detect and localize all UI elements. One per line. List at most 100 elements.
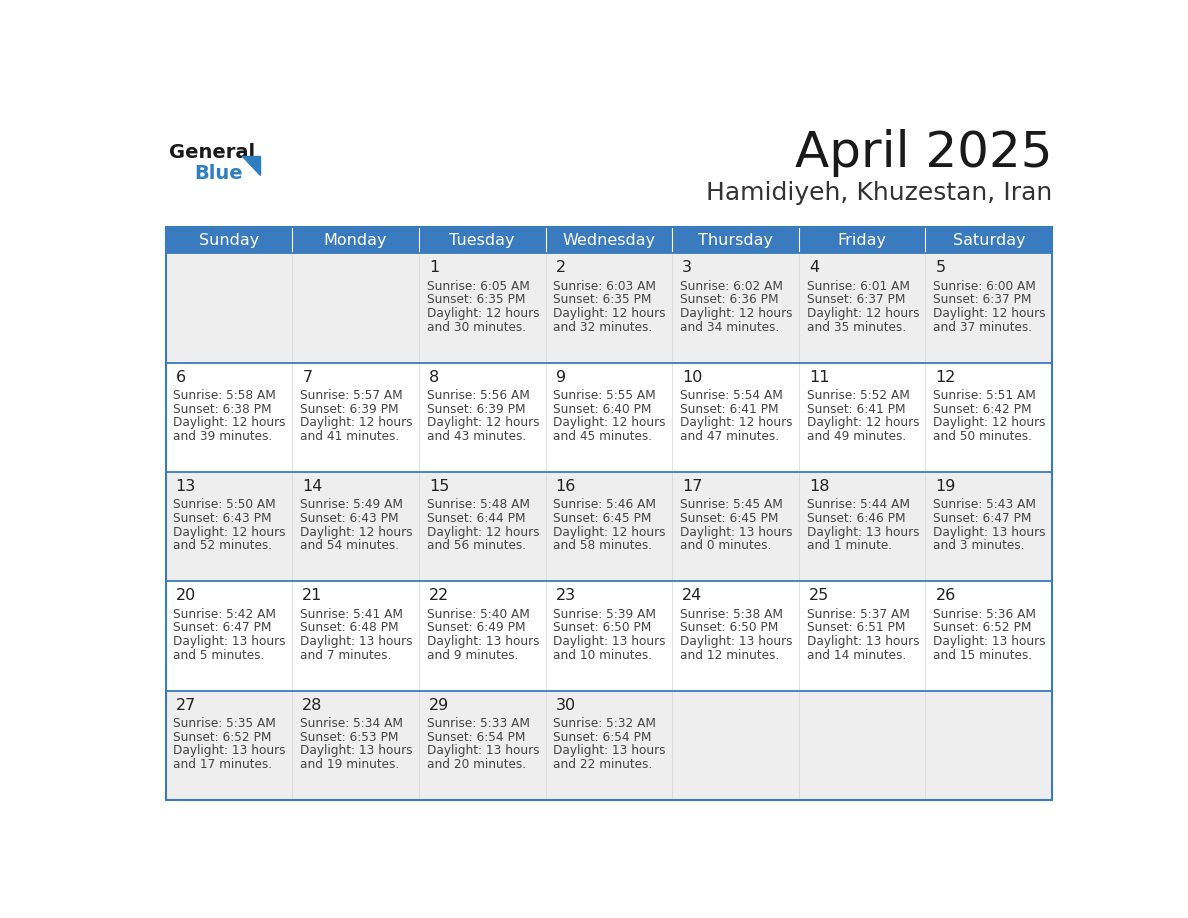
Text: and 3 minutes.: and 3 minutes. xyxy=(934,540,1024,553)
Text: and 17 minutes.: and 17 minutes. xyxy=(173,758,272,771)
Text: Daylight: 13 hours: Daylight: 13 hours xyxy=(173,744,286,757)
Text: Sunset: 6:43 PM: Sunset: 6:43 PM xyxy=(173,512,272,525)
Text: 13: 13 xyxy=(176,479,196,494)
Text: 6: 6 xyxy=(176,370,185,385)
Text: Sunset: 6:45 PM: Sunset: 6:45 PM xyxy=(680,512,778,525)
Text: and 45 minutes.: and 45 minutes. xyxy=(554,430,652,443)
Bar xyxy=(292,227,419,253)
Bar xyxy=(165,253,1053,363)
Text: Daylight: 13 hours: Daylight: 13 hours xyxy=(680,635,792,648)
Text: 9: 9 xyxy=(556,370,565,385)
Text: Daylight: 12 hours: Daylight: 12 hours xyxy=(173,416,286,430)
Text: 12: 12 xyxy=(936,370,956,385)
Text: Sunrise: 5:56 AM: Sunrise: 5:56 AM xyxy=(426,389,530,402)
Text: Sunrise: 6:05 AM: Sunrise: 6:05 AM xyxy=(426,280,530,293)
Text: Sunrise: 5:45 AM: Sunrise: 5:45 AM xyxy=(680,498,783,511)
Text: Blue: Blue xyxy=(194,164,242,184)
Text: and 52 minutes.: and 52 minutes. xyxy=(173,540,272,553)
Text: Sunrise: 5:48 AM: Sunrise: 5:48 AM xyxy=(426,498,530,511)
Text: and 50 minutes.: and 50 minutes. xyxy=(934,430,1032,443)
Text: Sunrise: 5:37 AM: Sunrise: 5:37 AM xyxy=(807,608,909,621)
Text: Daylight: 13 hours: Daylight: 13 hours xyxy=(426,744,539,757)
Text: Daylight: 12 hours: Daylight: 12 hours xyxy=(299,416,412,430)
Text: Friday: Friday xyxy=(838,233,886,248)
Text: 18: 18 xyxy=(809,479,829,494)
Text: Daylight: 12 hours: Daylight: 12 hours xyxy=(934,307,1045,320)
Text: 25: 25 xyxy=(809,588,829,603)
Text: and 41 minutes.: and 41 minutes. xyxy=(299,430,399,443)
Text: and 14 minutes.: and 14 minutes. xyxy=(807,649,905,662)
Text: Sunrise: 6:02 AM: Sunrise: 6:02 AM xyxy=(680,280,783,293)
Text: Sunset: 6:43 PM: Sunset: 6:43 PM xyxy=(299,512,398,525)
Text: 14: 14 xyxy=(302,479,323,494)
Text: 16: 16 xyxy=(556,479,576,494)
Text: Sunset: 6:40 PM: Sunset: 6:40 PM xyxy=(554,403,652,416)
Bar xyxy=(165,472,1053,581)
Text: 22: 22 xyxy=(429,588,449,603)
Bar xyxy=(165,581,1053,690)
Text: Sunrise: 6:00 AM: Sunrise: 6:00 AM xyxy=(934,280,1036,293)
Text: 2: 2 xyxy=(556,261,565,275)
Text: and 32 minutes.: and 32 minutes. xyxy=(554,320,652,333)
Text: April 2025: April 2025 xyxy=(795,129,1053,177)
Text: Sunset: 6:39 PM: Sunset: 6:39 PM xyxy=(299,403,398,416)
Text: Sunrise: 5:51 AM: Sunrise: 5:51 AM xyxy=(934,389,1036,402)
Text: Daylight: 12 hours: Daylight: 12 hours xyxy=(299,526,412,539)
Text: Saturday: Saturday xyxy=(953,233,1025,248)
Text: and 19 minutes.: and 19 minutes. xyxy=(299,758,399,771)
Text: 8: 8 xyxy=(429,370,440,385)
Text: Sunrise: 5:38 AM: Sunrise: 5:38 AM xyxy=(680,608,783,621)
Text: Sunset: 6:48 PM: Sunset: 6:48 PM xyxy=(299,621,398,634)
Bar xyxy=(925,227,1053,253)
Bar xyxy=(165,227,1053,800)
Text: Sunset: 6:47 PM: Sunset: 6:47 PM xyxy=(934,512,1031,525)
Text: Daylight: 13 hours: Daylight: 13 hours xyxy=(934,526,1045,539)
Text: 7: 7 xyxy=(302,370,312,385)
Polygon shape xyxy=(241,156,260,174)
Text: Sunset: 6:35 PM: Sunset: 6:35 PM xyxy=(554,293,652,307)
Text: Sunset: 6:50 PM: Sunset: 6:50 PM xyxy=(680,621,778,634)
Text: Sunrise: 5:58 AM: Sunrise: 5:58 AM xyxy=(173,389,276,402)
Text: Daylight: 13 hours: Daylight: 13 hours xyxy=(554,635,665,648)
Text: Daylight: 12 hours: Daylight: 12 hours xyxy=(680,416,792,430)
Text: and 37 minutes.: and 37 minutes. xyxy=(934,320,1032,333)
Text: Sunrise: 6:03 AM: Sunrise: 6:03 AM xyxy=(554,280,656,293)
Text: Sunset: 6:39 PM: Sunset: 6:39 PM xyxy=(426,403,525,416)
Text: 23: 23 xyxy=(556,588,576,603)
Text: and 7 minutes.: and 7 minutes. xyxy=(299,649,391,662)
Text: Daylight: 12 hours: Daylight: 12 hours xyxy=(426,526,539,539)
Text: and 20 minutes.: and 20 minutes. xyxy=(426,758,525,771)
Text: 21: 21 xyxy=(302,588,323,603)
Text: Sunrise: 5:46 AM: Sunrise: 5:46 AM xyxy=(554,498,656,511)
Text: and 12 minutes.: and 12 minutes. xyxy=(680,649,779,662)
Text: Daylight: 13 hours: Daylight: 13 hours xyxy=(680,526,792,539)
Bar xyxy=(419,227,545,253)
Bar xyxy=(798,227,925,253)
Text: Sunset: 6:36 PM: Sunset: 6:36 PM xyxy=(680,293,778,307)
Text: Sunrise: 5:39 AM: Sunrise: 5:39 AM xyxy=(554,608,656,621)
Text: Daylight: 12 hours: Daylight: 12 hours xyxy=(680,307,792,320)
Text: Hamidiyeh, Khuzestan, Iran: Hamidiyeh, Khuzestan, Iran xyxy=(706,181,1053,205)
Text: Daylight: 12 hours: Daylight: 12 hours xyxy=(934,416,1045,430)
Text: Sunrise: 5:44 AM: Sunrise: 5:44 AM xyxy=(807,498,910,511)
Text: Daylight: 13 hours: Daylight: 13 hours xyxy=(554,744,665,757)
Text: Sunrise: 5:40 AM: Sunrise: 5:40 AM xyxy=(426,608,530,621)
Text: Daylight: 12 hours: Daylight: 12 hours xyxy=(426,307,539,320)
Text: and 56 minutes.: and 56 minutes. xyxy=(426,540,525,553)
Text: Sunrise: 5:52 AM: Sunrise: 5:52 AM xyxy=(807,389,909,402)
Text: Daylight: 13 hours: Daylight: 13 hours xyxy=(426,635,539,648)
Text: and 34 minutes.: and 34 minutes. xyxy=(680,320,779,333)
Text: Sunset: 6:47 PM: Sunset: 6:47 PM xyxy=(173,621,272,634)
Text: Daylight: 12 hours: Daylight: 12 hours xyxy=(807,416,920,430)
Text: and 49 minutes.: and 49 minutes. xyxy=(807,430,905,443)
Text: Daylight: 12 hours: Daylight: 12 hours xyxy=(807,307,920,320)
Text: and 54 minutes.: and 54 minutes. xyxy=(299,540,399,553)
Text: Sunset: 6:38 PM: Sunset: 6:38 PM xyxy=(173,403,272,416)
Text: 24: 24 xyxy=(682,588,702,603)
Text: and 39 minutes.: and 39 minutes. xyxy=(173,430,272,443)
Text: Daylight: 13 hours: Daylight: 13 hours xyxy=(807,635,920,648)
Text: Sunrise: 5:54 AM: Sunrise: 5:54 AM xyxy=(680,389,783,402)
Text: 10: 10 xyxy=(682,370,702,385)
Text: Sunset: 6:53 PM: Sunset: 6:53 PM xyxy=(299,731,398,744)
Text: 29: 29 xyxy=(429,698,449,712)
